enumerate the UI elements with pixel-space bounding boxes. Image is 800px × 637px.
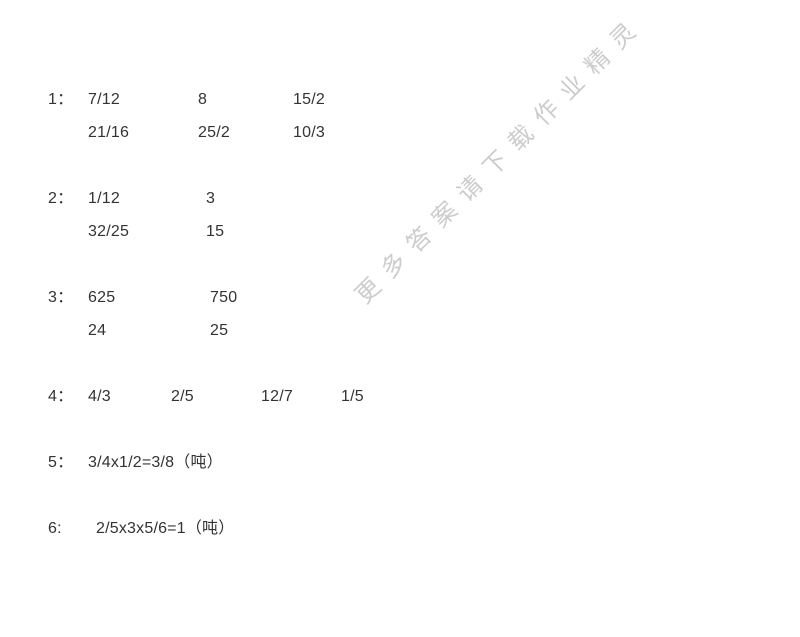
watermark-text: 更多答案请下载作业精灵 (346, 5, 651, 310)
answer-value: 750 (210, 286, 260, 310)
answer-value: 32/25 (88, 220, 206, 244)
problem-group: 2：1/12332/2515 (48, 187, 391, 244)
answer-value: 7/12 (88, 88, 198, 112)
answer-value: 15/2 (293, 88, 358, 112)
answer-line: 32/2515 (48, 220, 391, 244)
answer-value: 3 (206, 187, 256, 211)
problem-group: 3：6257502425 (48, 286, 391, 343)
problem-group: 5：3/4x1/2=3/8（吨） (48, 451, 391, 475)
problem-label: 1： (48, 88, 88, 112)
answer-line: 4：4/32/512/71/5 (48, 385, 391, 409)
answer-content: 1：7/12815/221/1625/210/32：1/12332/25153：… (48, 88, 391, 583)
answer-line: 3：625750 (48, 286, 391, 310)
answer-line: 21/1625/210/3 (48, 121, 391, 145)
problem-group: 4：4/32/512/71/5 (48, 385, 391, 409)
answer-value: 4/3 (88, 385, 171, 409)
answer-value: 12/7 (261, 385, 341, 409)
answer-value: 21/16 (88, 121, 198, 145)
answer-line: 2：1/123 (48, 187, 391, 211)
answer-value: 1/5 (341, 385, 391, 409)
problem-label: 6: (48, 517, 96, 541)
problem-label: 4： (48, 385, 88, 409)
answer-value: 24 (88, 319, 210, 343)
answer-value: 1/12 (88, 187, 206, 211)
answer-value: 10/3 (293, 121, 358, 145)
answer-value: 15 (206, 220, 256, 244)
answer-line: 2425 (48, 319, 391, 343)
answer-value: 8 (198, 88, 293, 112)
problem-label: 5： (48, 451, 88, 475)
answer-line: 1：7/12815/2 (48, 88, 391, 112)
answer-line: 6:2/5x3x5/6=1（吨） (48, 517, 391, 541)
problem-group: 6:2/5x3x5/6=1（吨） (48, 517, 391, 541)
answer-value: 2/5 (171, 385, 261, 409)
answer-value: 25/2 (198, 121, 293, 145)
answer-value: 625 (88, 286, 210, 310)
answer-value: 3/4x1/2=3/8（吨） (88, 451, 288, 475)
problem-label: 3： (48, 286, 88, 310)
problem-group: 1：7/12815/2 21/1625/210/3 (48, 88, 391, 145)
answer-line: 5：3/4x1/2=3/8（吨） (48, 451, 391, 475)
problem-label: 2： (48, 187, 88, 211)
answer-value: 2/5x3x5/6=1（吨） (96, 517, 296, 541)
answer-value: 25 (210, 319, 260, 343)
